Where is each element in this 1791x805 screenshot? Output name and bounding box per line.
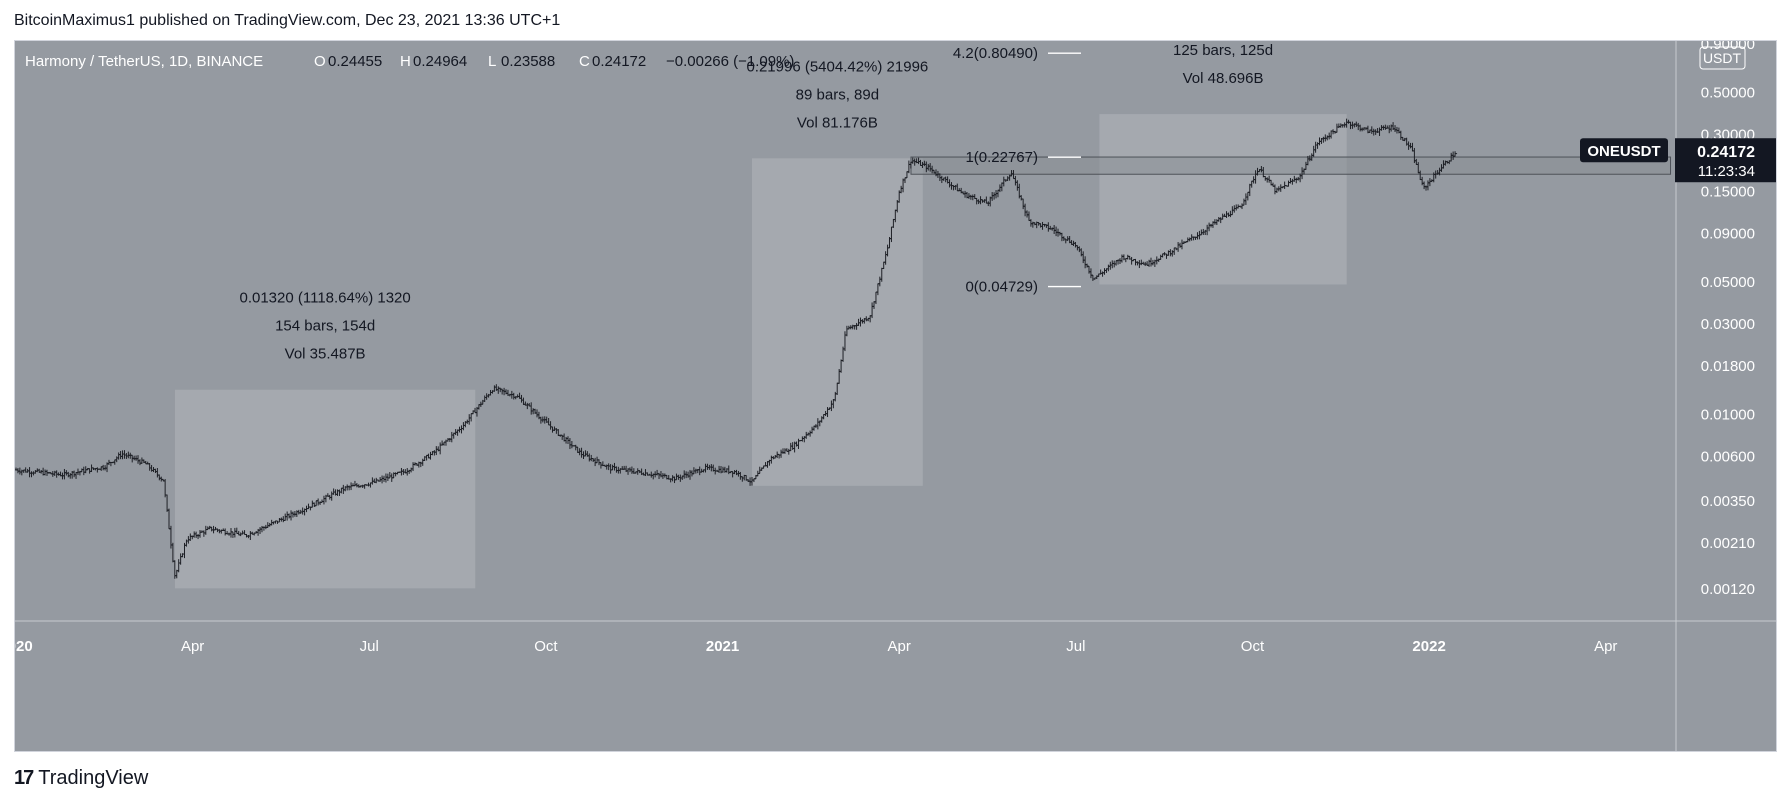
legend-symbol: Harmony / TetherUS, 1D, BINANCE	[25, 53, 263, 70]
measure-label-volume: Vol 48.696B	[1183, 70, 1264, 87]
y-tick-label: 0.00120	[1701, 581, 1755, 598]
measure-label-bars: 154 bars, 154d	[275, 318, 375, 335]
y-tick-label: 0.01000	[1701, 406, 1755, 423]
symbol-tag	[1580, 138, 1668, 163]
measure-box	[1099, 114, 1347, 285]
legend-high-label: H	[400, 53, 411, 70]
legend-open-value: 0.24455	[328, 53, 382, 70]
y-tick-label: 0.01800	[1701, 358, 1755, 375]
measure-label-volume: Vol 81.176B	[797, 114, 878, 131]
x-tick-label: Apr	[888, 638, 911, 655]
x-tick-label: Jul	[360, 638, 379, 655]
currency-badge-label: USDT	[1703, 50, 1742, 66]
y-tick-label: 0.09000	[1701, 226, 1755, 243]
x-tick-label: 2021	[706, 638, 739, 655]
measure-label-volume: Vol 35.487B	[285, 346, 366, 363]
legend-low-label: L	[488, 53, 496, 70]
measure-label-change: 0.21996 (5404.42%) 21996	[746, 58, 928, 75]
measure-box	[174, 389, 476, 589]
x-tick-label: 2022	[1412, 638, 1445, 655]
currency-badge	[1699, 46, 1746, 70]
y-tick-label: 0.15000	[1701, 184, 1755, 201]
chart-frame[interactable]: 0.01320 (1118.64%) 1320 154 bars, 154d Vol…	[14, 40, 1777, 752]
bar-countdown: 11:23:34	[1698, 163, 1755, 180]
legend-close-label: C	[579, 53, 590, 70]
legend-close-value: 0.24172	[592, 53, 646, 70]
y-tick-label: 0.03000	[1701, 316, 1755, 333]
x-tick-label: Apr	[1594, 638, 1617, 655]
y-tick-label: 0.00600	[1701, 449, 1755, 466]
current-price-badge	[1675, 138, 1776, 183]
x-tick-label: Apr	[181, 638, 204, 655]
tradingview-logo-text: TradingView	[38, 767, 149, 789]
measure-label-bars: 125 bars, 125d	[1173, 42, 1273, 59]
publisher-line: BitcoinMaximus1 published on TradingView…	[14, 12, 561, 29]
y-tick-label: 0.50000	[1701, 84, 1755, 101]
fib-level-label: 1(0.22767)	[965, 149, 1038, 166]
y-tick-label: 0.05000	[1701, 274, 1755, 291]
tradingview-footer[interactable]: 17 TradingView	[14, 767, 148, 790]
y-tick-label: 0.00210	[1701, 535, 1755, 552]
legend-low-value: 0.23588	[501, 53, 555, 70]
tradingview-logo-icon: 17	[14, 767, 34, 789]
price-chart[interactable]: 0.01320 (1118.64%) 1320 154 bars, 154d Vol…	[15, 41, 1777, 752]
measure-label-bars: 89 bars, 89d	[796, 86, 879, 103]
legend-change: −0.00266 (−1.09%)	[666, 53, 794, 70]
legend-high-value: 0.24964	[413, 53, 467, 70]
x-tick-label: Oct	[1241, 638, 1265, 655]
measure-label-change: 0.01320 (1118.64%) 1320	[239, 290, 410, 307]
x-tick-label: Jul	[1066, 638, 1085, 655]
x-tick-label: Oct	[534, 638, 558, 655]
measure-box	[752, 158, 923, 486]
legend-open-label: O	[314, 53, 326, 70]
current-price-value: 0.24172	[1697, 144, 1755, 161]
symbol-tag-label: ONEUSDT	[1587, 143, 1660, 160]
x-tick-label: 2020	[15, 638, 33, 655]
fib-level-label: 0(0.04729)	[965, 279, 1038, 296]
y-tick-label: 0.00350	[1701, 493, 1755, 510]
fib-level-label: 4.2(0.80490)	[953, 45, 1038, 62]
